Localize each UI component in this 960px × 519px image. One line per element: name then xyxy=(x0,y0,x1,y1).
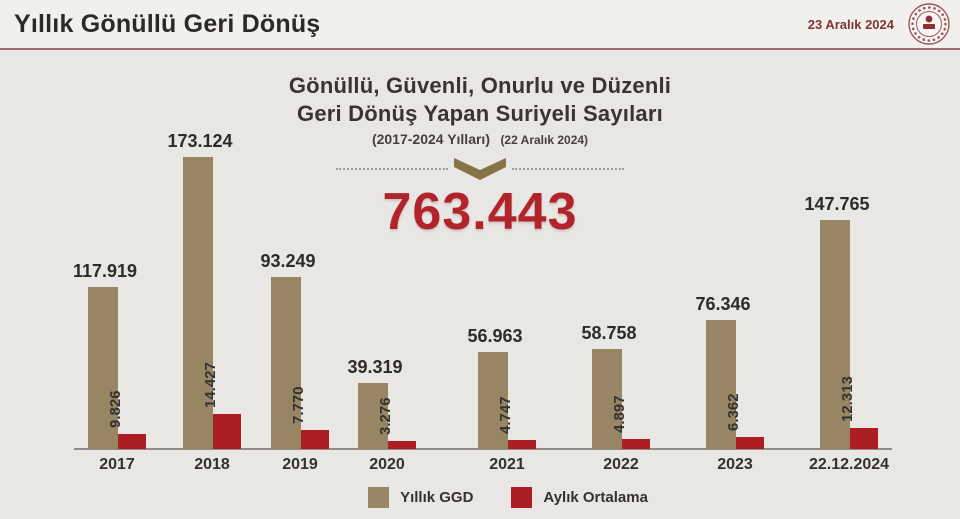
monthly-bar xyxy=(213,414,241,449)
x-axis-tick-label: 2022 xyxy=(603,456,639,473)
x-axis-tick-label: 22.12.2024 xyxy=(808,456,890,473)
chart-title-line2: Geri Dönüş Yapan Suriyeli Sayıları xyxy=(297,101,663,126)
annual-value-label: 58.758 xyxy=(581,323,637,343)
x-axis-tick-label: 2017 xyxy=(99,456,135,473)
monthly-bar xyxy=(850,428,878,449)
annual-bar xyxy=(706,320,736,449)
monthly-bar xyxy=(508,440,536,449)
chart-legend: Yıllık GGD Aylık Ortalama xyxy=(0,487,960,508)
monthly-swatch-icon xyxy=(511,487,533,508)
monthly-bar xyxy=(118,434,146,449)
annual-value-label: 76.346 xyxy=(695,294,751,314)
legend-label-annual: Yıllık GGD xyxy=(400,489,474,506)
monthly-value-label: 7.770 xyxy=(290,386,307,424)
monthly-value-label: 12.313 xyxy=(839,376,856,422)
annual-value-label: 56.963 xyxy=(467,326,523,346)
monthly-value-label: 9.826 xyxy=(107,390,124,428)
annual-bar xyxy=(478,352,508,449)
annual-swatch-icon xyxy=(368,487,390,508)
total-returns-value: 763.443 xyxy=(382,183,578,241)
annual-bar xyxy=(88,287,118,449)
legend-item-annual: Yıllık GGD xyxy=(368,487,473,508)
chart-subtitle: (2017-2024 Yılları) (22 Aralık 2024) xyxy=(0,131,960,149)
monthly-value-label: 4.897 xyxy=(611,395,628,433)
annual-value-label: 117.919 xyxy=(72,261,138,281)
page-title: Yıllık Gönüllü Geri Dönüş xyxy=(14,9,321,38)
annual-value-label: 39.319 xyxy=(347,357,403,377)
monthly-bar xyxy=(622,439,650,449)
legend-label-monthly: Aylık Ortalama xyxy=(543,489,648,506)
monthly-value-label: 14.427 xyxy=(202,362,219,408)
annual-bar xyxy=(358,383,388,449)
dotted-line-left xyxy=(336,168,448,170)
dotted-line-right xyxy=(512,168,624,170)
x-axis-tick-label: 2019 xyxy=(282,456,318,473)
chart-heading: Gönüllü, Güvenli, Onurlu ve Düzenli Geri… xyxy=(0,72,960,242)
subtitle-date: (22 Aralık 2024) xyxy=(500,133,589,147)
annual-bar xyxy=(592,349,622,449)
ministry-seal-icon xyxy=(908,3,950,45)
annual-value-label: 93.249 xyxy=(260,251,316,271)
annual-value-label: 173.124 xyxy=(167,131,233,151)
monthly-bar xyxy=(736,437,764,449)
monthly-value-label: 6.362 xyxy=(725,393,742,431)
x-axis-tick-label: 2023 xyxy=(717,456,753,473)
x-axis-tick-label: 2018 xyxy=(194,456,230,473)
subtitle-years: (2017-2024 Yılları) xyxy=(371,131,490,147)
monthly-bar xyxy=(388,441,416,449)
annual-value-label: 147.765 xyxy=(804,194,870,214)
x-axis-line xyxy=(74,448,892,450)
total-pointer xyxy=(0,158,960,180)
chart-title-line1: Gönüllü, Güvenli, Onurlu ve Düzenli xyxy=(288,73,672,98)
header-date: 23 Aralık 2024 xyxy=(807,16,894,32)
header-bar: Yıllık Gönüllü Geri Dönüş 23 Aralık 2024 xyxy=(0,0,960,50)
x-axis-tick-label: 2020 xyxy=(369,456,405,473)
x-axis-tick-label: 2021 xyxy=(489,456,525,473)
monthly-value-label: 4.747 xyxy=(497,396,514,434)
monthly-value-label: 3.276 xyxy=(377,397,394,435)
annual-bar xyxy=(271,277,301,449)
legend-item-monthly: Aylık Ortalama xyxy=(511,487,648,508)
annual-bar xyxy=(820,220,850,449)
chevron-down-icon xyxy=(454,158,506,180)
annual-bar xyxy=(183,157,213,449)
monthly-bar xyxy=(301,430,329,449)
